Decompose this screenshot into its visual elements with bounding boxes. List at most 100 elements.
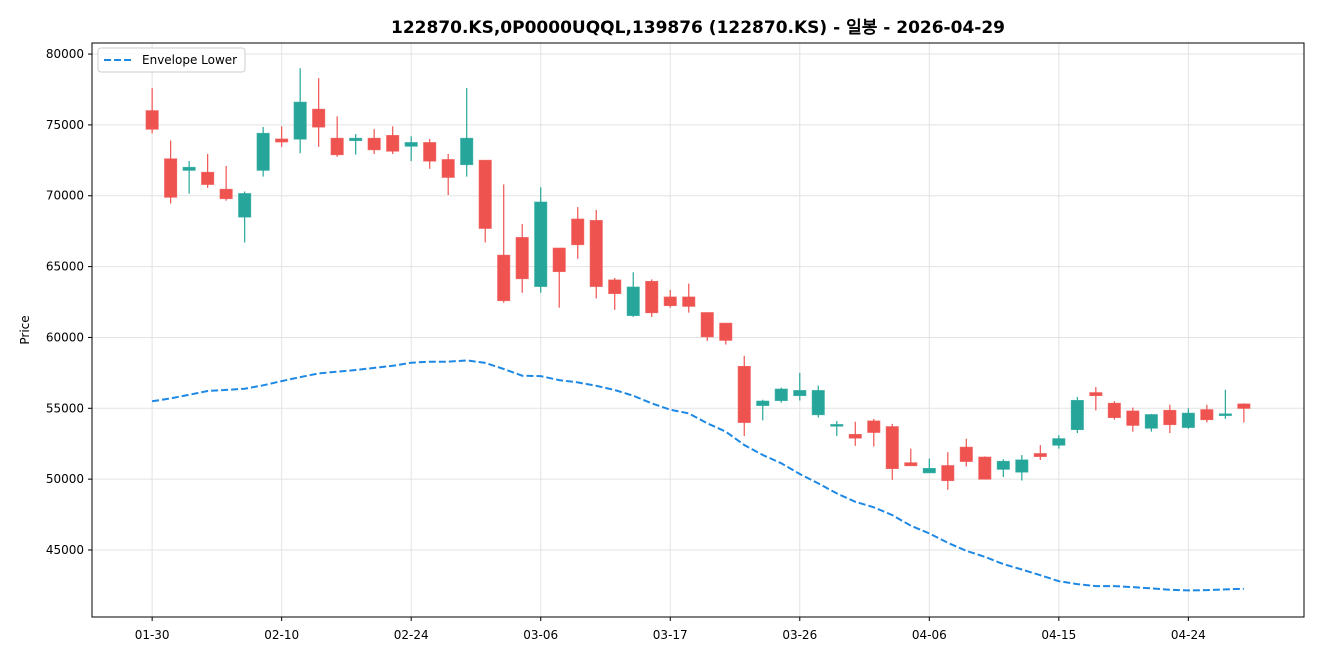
candle-body [367,137,381,151]
candle [238,191,252,243]
grid [92,43,1304,617]
candle-body [608,279,622,295]
x-axis: 01-30 02-10 02-24 03-06 03-17 03-26 04-06 04-15… [135,617,1206,642]
candle-body [1052,438,1066,446]
candle-body [848,433,862,439]
candle [1200,404,1214,423]
candle [793,372,807,401]
candle [700,312,714,341]
candle [830,421,844,436]
candle [978,456,992,480]
candle [275,126,289,147]
candle-body [460,137,474,166]
candle-body [441,159,455,178]
chart-title: 122870.KS,0P0000UQQL,139876 (122870.KS) … [391,18,1005,38]
y-tick-label: 65000 [46,260,84,274]
candle-body [645,280,659,314]
candle [811,385,825,418]
candle-body [941,465,955,482]
candle-body [589,220,603,287]
candle [1126,407,1140,432]
candle-body [1200,409,1214,421]
candle-body [182,166,196,171]
candle-body [663,296,677,307]
candle [1015,455,1029,481]
y-tick-label: 80000 [46,47,84,61]
candle [386,126,400,154]
candle-body [793,390,807,397]
candle [349,134,363,155]
candle-body [959,446,973,462]
candle-body [256,132,270,171]
y-tick-label: 50000 [46,472,84,486]
y-tick-label: 70000 [46,189,84,203]
candle [885,423,899,480]
candle-body [996,460,1010,470]
candle [330,116,344,157]
candle [367,129,381,154]
candle-body [1070,399,1084,431]
candle-body [238,193,252,218]
candle [515,224,529,293]
candle [1181,408,1195,429]
candle [941,452,955,490]
candle [737,355,751,436]
candle-body [719,322,733,341]
candle-body [275,138,289,143]
candle [460,88,474,177]
x-tick-label: 04-15 [1041,628,1076,642]
candle-body [571,218,585,246]
x-tick-label: 03-17 [653,628,688,642]
candle [682,283,696,313]
candle [182,161,196,194]
candle-body [219,188,233,200]
x-tick-label: 03-26 [782,628,817,642]
candle-body [1033,453,1047,457]
candle [589,209,603,299]
candles [145,68,1251,490]
candle [922,458,936,474]
candle-body [330,137,344,156]
candle-body [145,110,159,130]
candle-body [1126,410,1140,426]
x-tick-label: 02-24 [394,628,429,642]
candle [645,279,659,317]
candle-body [774,388,788,401]
candle-body [164,158,178,198]
candle [719,322,733,345]
candle [1070,396,1084,434]
candle [219,165,233,201]
y-tick-label: 55000 [46,401,84,415]
candle [497,184,511,303]
y-axis: 45000 50000 55000 60000 65000 70000 75000 80000 [46,47,92,557]
legend: Envelope Lower [97,47,246,73]
y-axis-label: Price [18,315,32,344]
candle [201,153,215,188]
y-tick-label: 75000 [46,118,84,132]
candle [571,207,585,259]
candle-body [978,456,992,480]
candle-body [737,365,751,423]
candle [293,68,307,154]
candle-body [1163,409,1177,426]
y-tick-label: 45000 [46,543,84,557]
candle-body [404,142,418,147]
candle [626,272,640,317]
candle [1107,401,1121,420]
candle [756,399,770,421]
x-tick-label: 02-10 [264,628,299,642]
candle [164,140,178,204]
candle-body [904,462,918,467]
candle-body [534,201,548,287]
candle [423,139,437,169]
candle-body [1237,403,1251,409]
legend-box [97,47,246,73]
candle [1033,445,1047,461]
candle-body [830,424,844,427]
candle-body [700,312,714,338]
candle-body [515,237,529,280]
candle [256,127,270,177]
candle [312,78,326,147]
candle [1144,413,1158,432]
candle-body [478,159,492,229]
